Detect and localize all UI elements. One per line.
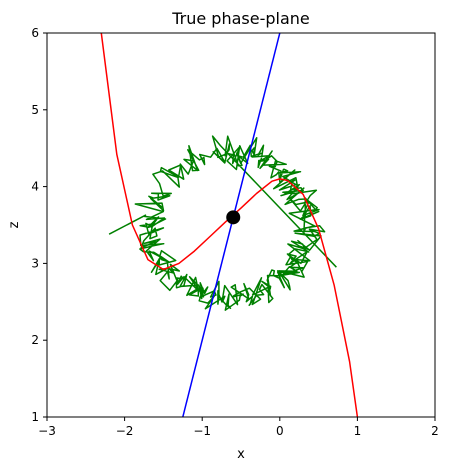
y-tick-label: 2	[31, 333, 39, 347]
x-tick-label: 1	[354, 424, 362, 438]
equilibrium-point	[226, 210, 241, 225]
chart-title: True phase-plane	[171, 9, 310, 28]
plot-frame	[46, 32, 436, 418]
noisy-trajectory-line	[108, 135, 337, 311]
x-axis-ticks: −3 −2 −1 0 1 2	[38, 417, 439, 438]
x-tick-label: −1	[193, 424, 211, 438]
y-axis-label: z	[7, 221, 22, 228]
x-axis-label: x	[237, 447, 245, 462]
linear-nullcline-line	[182, 33, 281, 417]
x-tick-label: 0	[276, 424, 284, 438]
y-tick-label: 1	[31, 410, 39, 424]
x-tick-label: −2	[116, 424, 134, 438]
y-tick-label: 4	[31, 180, 39, 194]
y-axis-ticks: 1 2 3 4 5 6	[31, 26, 47, 424]
y-tick-label: 3	[31, 256, 39, 270]
cubic-nullcline-line	[100, 33, 359, 417]
y-tick-label: 5	[31, 103, 39, 117]
x-tick-label: −3	[38, 424, 56, 438]
x-tick-label: 2	[431, 424, 439, 438]
plot-area	[100, 33, 359, 417]
y-tick-label: 6	[31, 26, 39, 40]
